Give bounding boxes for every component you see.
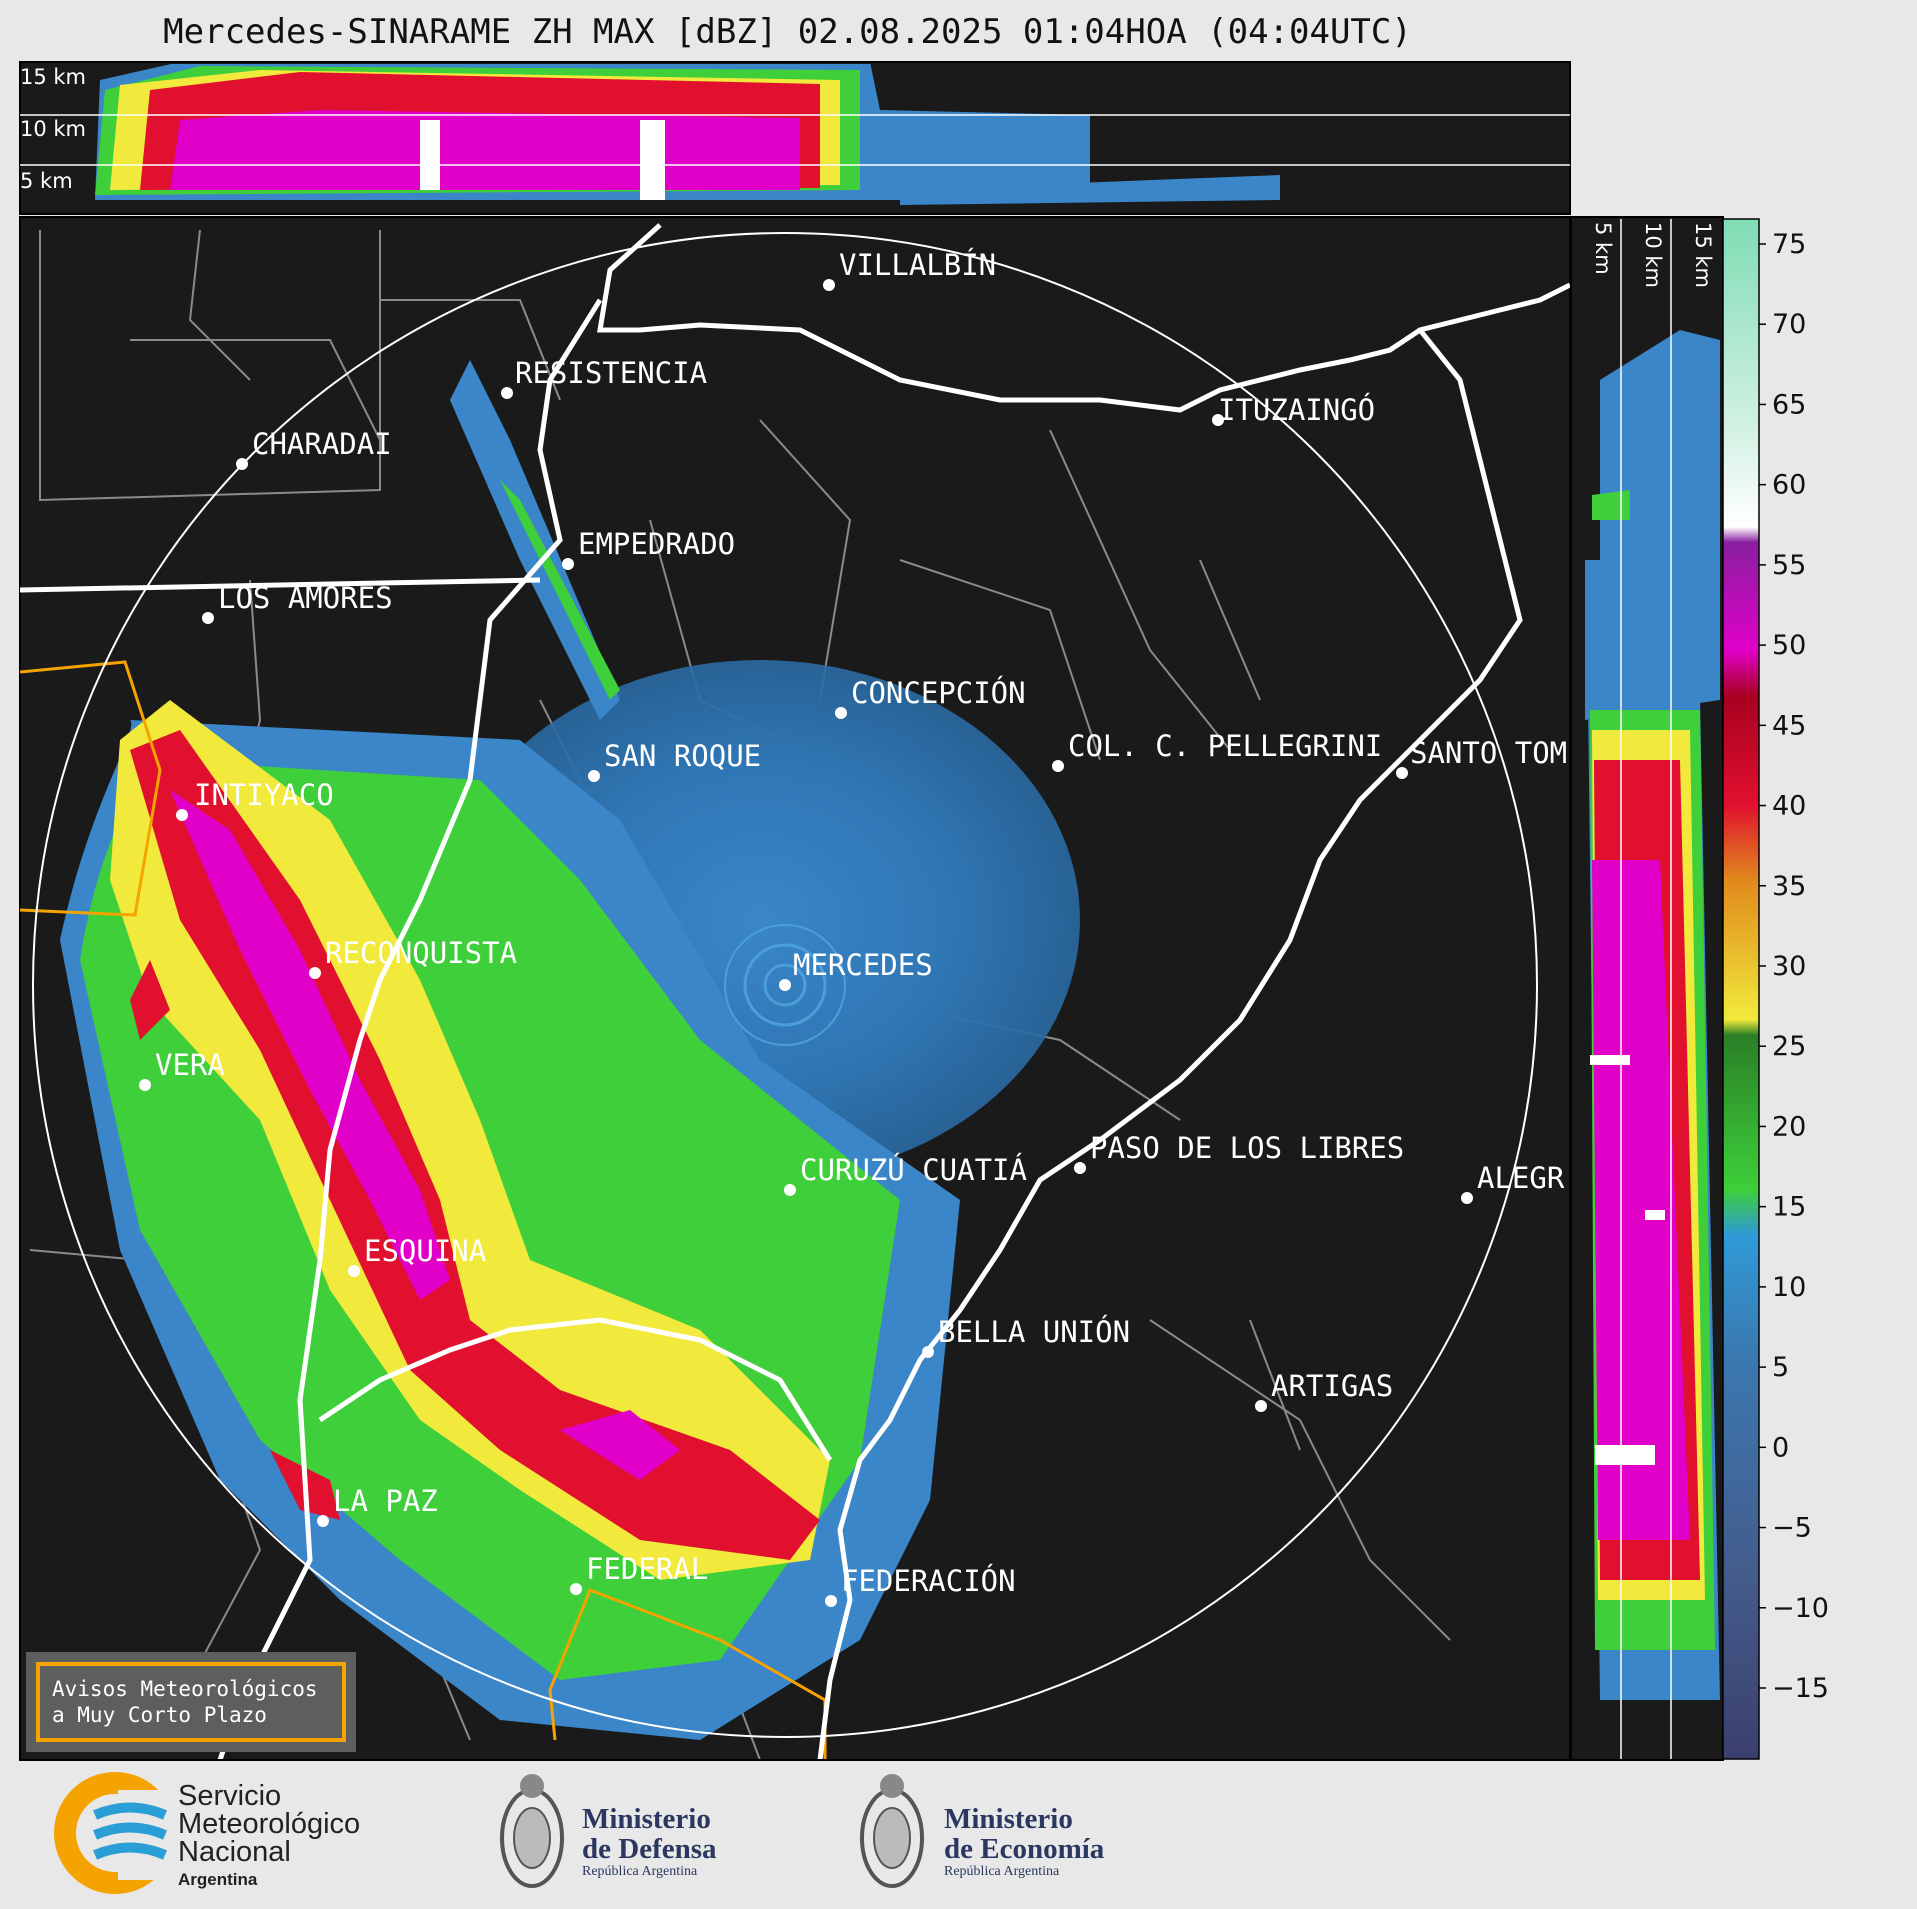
colorbar-tick-label: 15 bbox=[1772, 1192, 1806, 1223]
radar-map-panel: VILLALBÍN RESISTENCIA CHARADAI ITUZAINGÓ… bbox=[19, 216, 1571, 1761]
smn-line4: Argentina bbox=[178, 1870, 258, 1889]
city-dot-federacion bbox=[825, 1595, 837, 1607]
city-dot-reconquista bbox=[309, 967, 321, 979]
city-dot-santo-tome bbox=[1396, 767, 1408, 779]
map-title: Mercedes-SINARAME ZH MAX [dBZ] 02.08.202… bbox=[163, 12, 1412, 52]
height-label-15km-vertical: 15 km bbox=[1691, 222, 1715, 288]
city-dot-curuzu-cuatia bbox=[784, 1184, 796, 1196]
city-dot-resistencia bbox=[501, 387, 513, 399]
colorbar-tick-label: −15 bbox=[1772, 1673, 1829, 1704]
avisos-line1: Avisos Meteorológicos bbox=[52, 1677, 318, 1701]
city-dot-charadai bbox=[236, 458, 248, 470]
city-label-artigas: ARTIGAS bbox=[1271, 1369, 1393, 1403]
city-markers: VILLALBÍN RESISTENCIA CHARADAI ITUZAINGÓ… bbox=[139, 248, 1567, 1607]
colorbar-tick-label: 40 bbox=[1772, 791, 1806, 822]
city-dot-la-paz bbox=[317, 1515, 329, 1527]
city-label-san-roque: SAN ROQUE bbox=[604, 739, 761, 773]
city-dot-san-roque bbox=[588, 770, 600, 782]
top-cross-section-panel: 15 km 10 km 5 km bbox=[19, 61, 1571, 215]
colorbar-tick-label: 70 bbox=[1772, 309, 1806, 340]
colorbar-tick-label: 25 bbox=[1772, 1031, 1806, 1062]
range-ring bbox=[32, 232, 1538, 1738]
city-dot-villalbin bbox=[823, 279, 835, 291]
colorbar-tick-label: 60 bbox=[1772, 470, 1806, 501]
city-dot-alegrete bbox=[1461, 1192, 1473, 1204]
smn-line2: Meteorológico bbox=[178, 1808, 361, 1840]
city-label-reconquista: RECONQUISTA bbox=[325, 936, 517, 970]
avisos-line2: a Muy Corto Plazo bbox=[52, 1703, 267, 1727]
colorbar-tick-label: 0 bbox=[1772, 1432, 1789, 1463]
colorbar-tick-label: 50 bbox=[1772, 630, 1806, 661]
city-label-alegrete: ALEGR bbox=[1477, 1161, 1565, 1195]
colorbar-tick-label: 30 bbox=[1772, 951, 1806, 982]
city-label-empedrado: EMPEDRADO bbox=[578, 527, 735, 561]
city-label-bella-union: BELLA UNIÓN bbox=[938, 1315, 1130, 1349]
city-dot-bella-union bbox=[922, 1346, 934, 1358]
city-label-vera: VERA bbox=[155, 1048, 225, 1082]
colorbar-tick-label: 55 bbox=[1772, 550, 1806, 581]
city-label-la-paz: LA PAZ bbox=[333, 1484, 438, 1518]
defensa-line3: República Argentina bbox=[582, 1864, 698, 1879]
colorbar-tick-label: −10 bbox=[1772, 1593, 1829, 1624]
city-dot-concepcion bbox=[835, 707, 847, 719]
city-label-los-amores: LOS AMORES bbox=[218, 581, 393, 615]
city-dot-intiyaco bbox=[176, 809, 188, 821]
city-label-mercedes: MERCEDES bbox=[793, 948, 933, 982]
city-dot-col-pellegrini bbox=[1052, 760, 1064, 772]
right-cross-section-panel: 5 km 10 km 15 km bbox=[1570, 216, 1724, 1761]
smn-line1: Servicio bbox=[178, 1780, 282, 1812]
city-label-federal: FEDERAL bbox=[586, 1552, 708, 1586]
radar-echoes bbox=[60, 360, 1080, 1740]
economia-logo-text: Ministerio de Economía República Argenti… bbox=[944, 1804, 1104, 1880]
city-dot-empedrado bbox=[562, 558, 574, 570]
smn-logo-text: Servicio Meteorológico Nacional Argentin… bbox=[178, 1782, 360, 1894]
city-dot-vera bbox=[139, 1079, 151, 1091]
economia-line2: de Economía bbox=[944, 1833, 1105, 1865]
city-label-paso-de-los-libres: PASO DE LOS LIBRES bbox=[1090, 1131, 1404, 1165]
colorbar-tick-label: 5 bbox=[1772, 1352, 1789, 1383]
city-label-curuzu-cuatia: CURUZÚ CUATIÁ bbox=[800, 1153, 1027, 1187]
colorbar-tick-label: 45 bbox=[1772, 710, 1806, 741]
colorbar-tick-label: 20 bbox=[1772, 1111, 1806, 1142]
city-label-ituzaingo: ITUZAINGÓ bbox=[1218, 393, 1375, 427]
economia-line3: República Argentina bbox=[944, 1864, 1060, 1879]
economia-line1: Ministerio bbox=[944, 1803, 1073, 1835]
height-label-5km: 5 km bbox=[20, 169, 73, 193]
defensa-line2: de Defensa bbox=[582, 1833, 717, 1865]
city-label-charadai: CHARADAI bbox=[252, 427, 392, 461]
city-label-federacion: FEDERACIÓN bbox=[841, 1564, 1016, 1598]
city-dot-federal bbox=[570, 1583, 582, 1595]
height-label-5km-vertical: 5 km bbox=[1591, 222, 1615, 275]
avisos-badge[interactable]: Avisos Meteorológicos a Muy Corto Plazo bbox=[26, 1652, 356, 1752]
city-dot-ituzaingo bbox=[1212, 414, 1224, 426]
smn-line3: Nacional bbox=[178, 1836, 291, 1868]
city-dot-los-amores bbox=[202, 612, 214, 624]
height-label-10km: 10 km bbox=[20, 117, 86, 141]
height-label-15km: 15 km bbox=[20, 65, 86, 89]
city-label-resistencia: RESISTENCIA bbox=[515, 356, 707, 390]
colorbar-tick-label: 35 bbox=[1772, 871, 1806, 902]
city-label-esquina: ESQUINA bbox=[364, 1234, 486, 1268]
colorbar-tick-label: 75 bbox=[1772, 229, 1806, 260]
colorbar-tick-label: 65 bbox=[1772, 389, 1806, 420]
city-label-villalbin: VILLALBÍN bbox=[839, 248, 996, 282]
defensa-line1: Ministerio bbox=[582, 1803, 711, 1835]
avisos-box[interactable]: Avisos Meteorológicos a Muy Corto Plazo bbox=[36, 1662, 346, 1742]
city-dot-paso-de-los-libres bbox=[1074, 1162, 1086, 1174]
colorbar-tick-label: 10 bbox=[1772, 1272, 1806, 1303]
city-label-concepcion: CONCEPCIÓN bbox=[851, 676, 1026, 710]
city-label-intiyaco: INTIYACO bbox=[194, 778, 334, 812]
defensa-logo-text: Ministerio de Defensa República Argentin… bbox=[582, 1804, 717, 1880]
city-label-col-pellegrini: COL. C. PELLEGRINI bbox=[1068, 729, 1382, 763]
city-dot-artigas bbox=[1255, 1400, 1267, 1412]
colorbar-tick-label: −5 bbox=[1772, 1513, 1812, 1544]
city-dot-esquina bbox=[348, 1265, 360, 1277]
rivers-borders bbox=[20, 223, 1570, 1759]
height-label-10km-vertical: 10 km bbox=[1641, 222, 1665, 288]
city-dot-mercedes bbox=[779, 979, 791, 991]
city-label-santo-tome: SANTO TOM bbox=[1410, 736, 1567, 770]
